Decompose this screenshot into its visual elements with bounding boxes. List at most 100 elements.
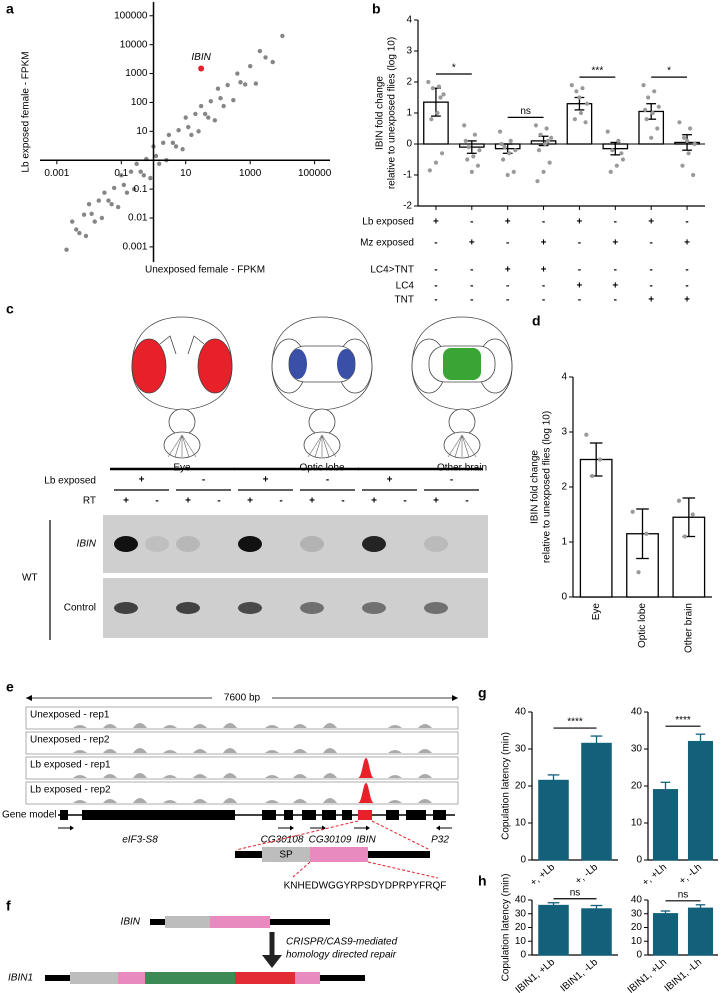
data-point [501, 157, 506, 162]
data-point [215, 86, 221, 91]
data-point [212, 118, 218, 123]
data-point [433, 160, 439, 165]
condition-mark: + [123, 496, 129, 507]
data-point [96, 198, 101, 203]
data-point [257, 48, 263, 54]
track [25, 756, 459, 780]
panel-label: e [6, 679, 14, 695]
condition-mark: - [470, 295, 473, 306]
proboscis-line [174, 434, 183, 458]
exon [386, 810, 399, 820]
y-tick-label: 30 [631, 744, 643, 755]
data-point [77, 230, 82, 236]
condition-mark: - [650, 238, 653, 249]
coverage [193, 749, 207, 753]
gene-label: IBIN [356, 835, 376, 846]
condition-mark: - [685, 265, 688, 276]
y-tick-label: 40 [631, 707, 643, 718]
data-point [656, 104, 661, 109]
y-tick-label: 0 [520, 855, 526, 866]
data-point [131, 186, 137, 192]
data-point [580, 86, 585, 91]
panel-label: h [478, 873, 487, 889]
coverage [103, 749, 117, 753]
data-point [584, 432, 589, 437]
data-point [692, 141, 697, 147]
coverage [163, 725, 177, 728]
data-point [681, 135, 687, 140]
data-point [684, 138, 690, 143]
coverage [103, 799, 117, 803]
panel-label: b [372, 1, 381, 17]
data-point [119, 173, 124, 178]
highlight-point [198, 65, 205, 72]
y-tick-label: 0 [561, 592, 567, 603]
allele-sp [165, 916, 210, 928]
condition-mark: - [217, 496, 220, 507]
proboscis-line [321, 434, 330, 458]
data-point [111, 185, 117, 191]
significance-label: ns [678, 889, 689, 900]
data-point [263, 55, 268, 60]
data-point [641, 83, 646, 88]
y-tick-label: 3 [406, 46, 412, 57]
panel-label: a [6, 1, 14, 17]
condition-mark: + [541, 238, 547, 249]
gel-band [362, 602, 386, 614]
coverage [323, 773, 337, 778]
condition-mark: - [279, 496, 282, 507]
condition-mark: - [506, 238, 509, 249]
data-point [183, 115, 188, 120]
coverage [103, 774, 117, 778]
gel-band [300, 602, 324, 614]
condition-mark: - [465, 496, 468, 507]
condition-mark: - [685, 217, 688, 228]
bar [538, 904, 569, 956]
data-point [676, 498, 682, 503]
coverage [388, 800, 402, 803]
data-point [499, 141, 504, 147]
data-point [235, 71, 240, 76]
data-point [690, 512, 695, 517]
coverage [293, 799, 307, 803]
data-point [655, 126, 660, 131]
condition-mark: + [139, 475, 145, 486]
data-point [507, 151, 512, 156]
track-label: Lb exposed - rep2 [30, 785, 111, 796]
condition-mark: + [371, 496, 377, 507]
y-tick-label: 10 [631, 818, 643, 829]
coverage [223, 798, 237, 803]
gel-band [114, 602, 138, 614]
data-point [469, 169, 474, 174]
condition-mark: + [505, 217, 511, 228]
data-point [577, 95, 582, 100]
data-point [225, 82, 230, 88]
gene-label: P32 [431, 835, 449, 846]
y-tick-label: 40 [515, 895, 527, 906]
condition-mark: - [542, 217, 545, 228]
condition-mark: - [506, 295, 509, 306]
data-point [180, 147, 185, 152]
gene-label: CG30109 [309, 835, 352, 846]
condition-mark: + [577, 281, 583, 292]
data-point [569, 83, 574, 88]
data-point [590, 473, 595, 479]
gene-model-label: Gene model [2, 810, 56, 821]
data-point [148, 175, 153, 181]
condition-mark: - [578, 295, 581, 306]
data-point [439, 151, 445, 156]
condition-mark: + [505, 265, 511, 276]
data-point [441, 92, 446, 97]
data-point [280, 33, 285, 39]
zoom-line [235, 820, 431, 851]
data-point [253, 81, 259, 86]
data-point [650, 110, 655, 116]
data-point [92, 219, 97, 224]
data-point [688, 126, 693, 131]
condition-mark: - [434, 265, 437, 276]
condition-mark: + [648, 217, 654, 228]
condition-mark: + [577, 217, 583, 228]
y-tick-label: 1 [561, 537, 567, 548]
data-point [462, 123, 467, 128]
